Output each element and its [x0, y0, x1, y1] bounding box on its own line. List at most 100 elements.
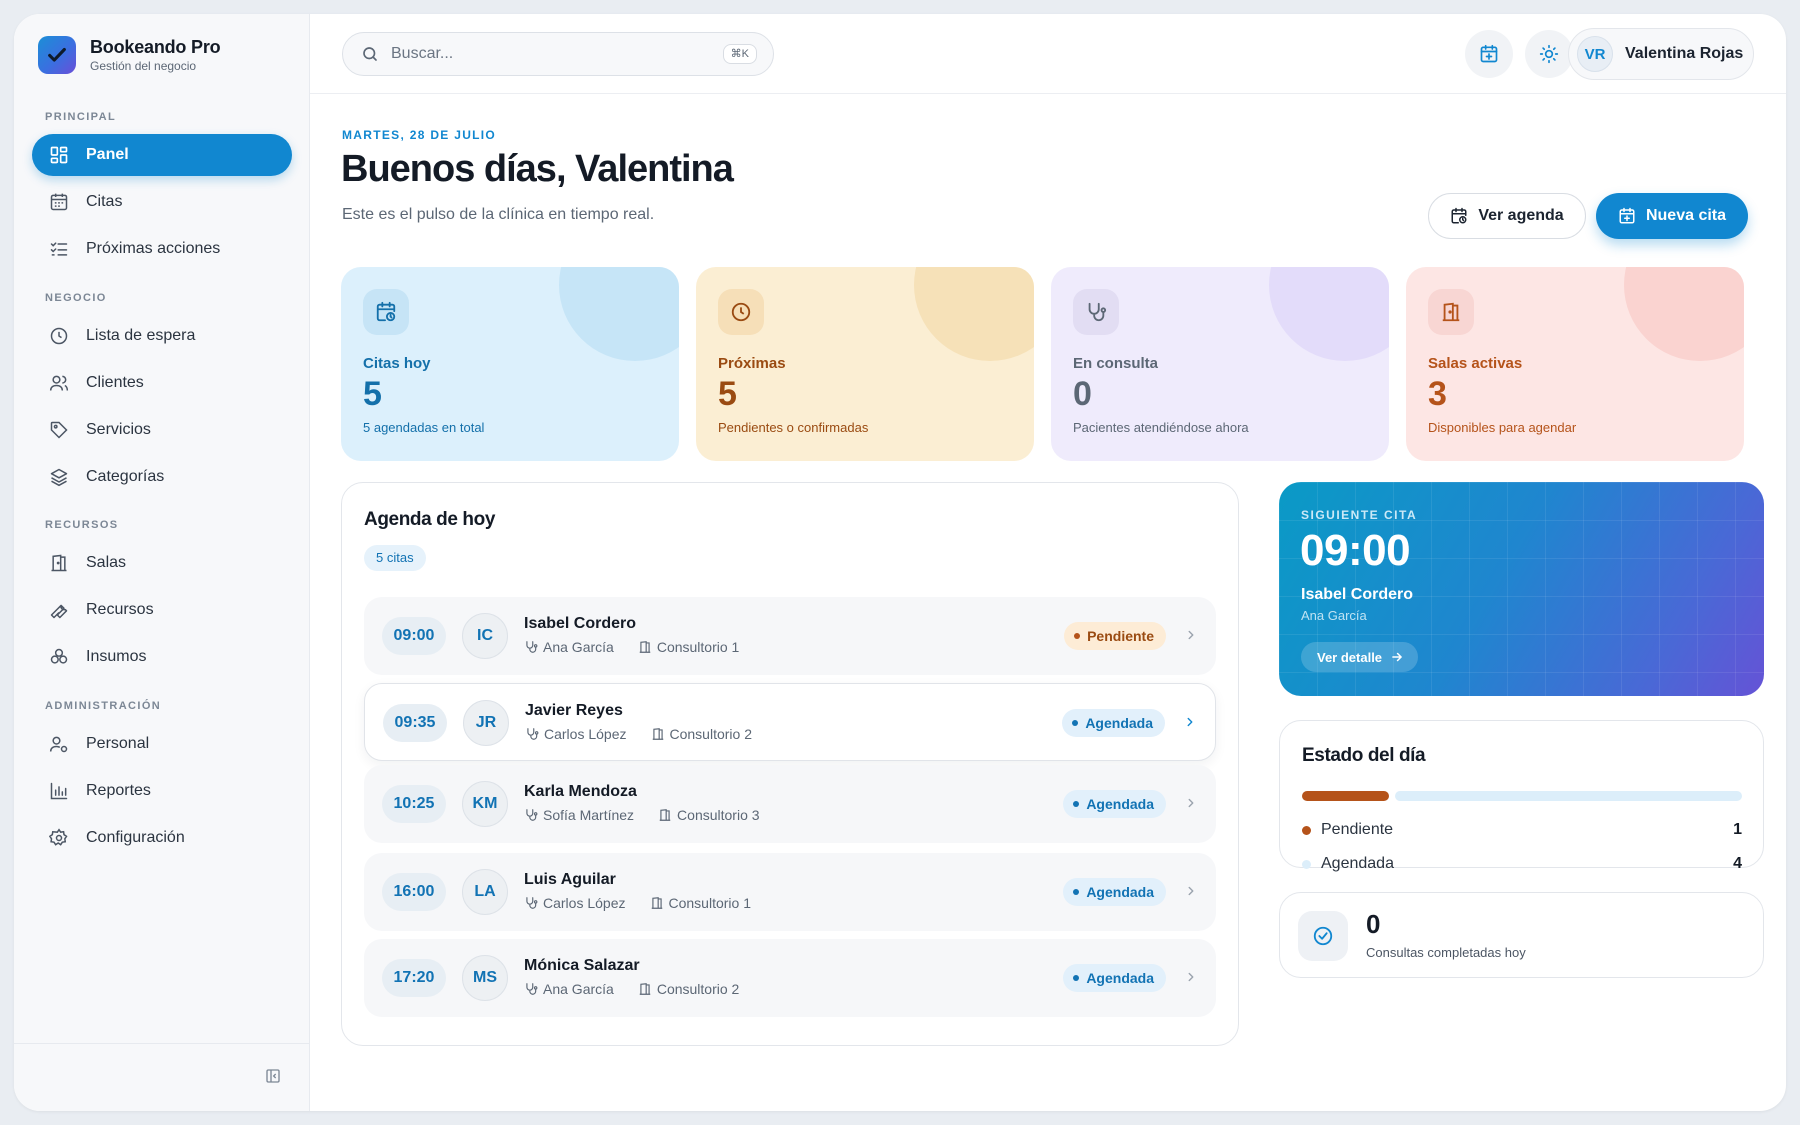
appointment-row[interactable]: 10:25 KM Karla Mendoza Sofía Martínez Consul…: [364, 765, 1216, 843]
stat-note: Disponibles para agendar: [1428, 420, 1577, 435]
user-menu[interactable]: VR Valentina Rojas: [1568, 28, 1754, 80]
sidebar-item-configuracion[interactable]: Configuración: [32, 817, 292, 859]
sidebar-item-servicios[interactable]: Servicios: [32, 409, 292, 451]
view-agenda-button[interactable]: Ver agenda: [1428, 193, 1586, 239]
sidebar-item-personal[interactable]: Personal: [32, 723, 292, 765]
appointment-time: 17:20: [382, 959, 446, 997]
avatar: VR: [1577, 36, 1613, 72]
stat-label: Próximas: [718, 355, 786, 372]
appointment-meta: Carlos López Consultorio 1: [524, 895, 751, 911]
stat-label: Salas activas: [1428, 355, 1523, 372]
theme-toggle-button[interactable]: [1525, 30, 1573, 78]
door-icon: [1428, 289, 1474, 335]
status-badge: Agendada: [1063, 878, 1166, 906]
grid-icon: [48, 144, 70, 166]
collapse-sidebar-icon[interactable]: [265, 1068, 281, 1089]
next-appointment-patient: Isabel Cordero: [1301, 586, 1414, 603]
day-status-card: Estado del día Pendiente 1 Agendada 4: [1279, 720, 1764, 872]
status-text: Pendiente: [1087, 628, 1154, 644]
stat-card-proximas[interactable]: Próximas 5 Pendientes o confirmadas: [696, 267, 1034, 461]
view-detail-button[interactable]: Ver detalle: [1301, 642, 1419, 672]
door-icon: [650, 896, 664, 910]
appointment-row[interactable]: 09:00 IC Isabel Cordero Ana García Consultor…: [364, 597, 1216, 675]
appointment-meta: Sofía Martínez Consultorio 3: [524, 807, 760, 823]
status-dot: [1302, 825, 1311, 835]
staff-name: Carlos López: [543, 895, 626, 911]
chevron-right-icon[interactable]: [1184, 796, 1198, 815]
patient-name: Luis Aguilar: [524, 871, 616, 888]
brand-logo-icon: [38, 36, 76, 74]
appointment-meta: Carlos López Consultorio 2: [525, 726, 752, 742]
status-progress-bar: [1302, 791, 1742, 801]
search-input[interactable]: [391, 45, 691, 63]
status-text: Agendada: [1086, 796, 1154, 812]
sidebar-item-label: Panel: [86, 146, 129, 163]
avatar: MS: [462, 955, 508, 1001]
next-appointment-staff: Ana García: [1301, 608, 1367, 623]
stethoscope-icon: [525, 727, 539, 741]
sidebar-item-salas[interactable]: Salas: [32, 542, 292, 584]
room-name: Consultorio 1: [668, 895, 752, 911]
chevron-right-icon[interactable]: [1184, 970, 1198, 989]
appointment-meta: Ana García Consultorio 1: [524, 639, 739, 655]
stat-card-salas-activas[interactable]: Salas activas 3 Disponibles para agendar: [1406, 267, 1744, 461]
brand[interactable]: Bookeando Pro Gestión del negocio: [38, 36, 221, 74]
gear-icon: [48, 827, 70, 849]
appointment-row[interactable]: 09:35 JR Javier Reyes Carlos López Consultor…: [364, 683, 1216, 761]
new-appointment-button[interactable]: Nueva cita: [1596, 193, 1748, 239]
stat-card-en-consulta[interactable]: En consulta 0 Pacientes atendiéndose aho…: [1051, 267, 1389, 461]
door-icon: [48, 552, 70, 574]
appointment-row[interactable]: 17:20 MS Mónica Salazar Ana García Consultor…: [364, 939, 1216, 1017]
chevron-right-icon[interactable]: [1184, 884, 1198, 903]
calendar-clock-icon: [363, 289, 409, 335]
sidebar-item-recursos[interactable]: Recursos: [32, 589, 292, 631]
status-badge: Agendada: [1063, 964, 1166, 992]
status-text: Agendada: [1085, 715, 1153, 731]
new-appointment-label: Nueva cita: [1645, 207, 1727, 224]
status-dot: [1073, 889, 1080, 895]
stat-card-citas-hoy[interactable]: Citas hoy 5 5 agendadas en total: [341, 267, 679, 461]
appointment-meta: Ana García Consultorio 2: [524, 981, 739, 997]
stat-note: 5 agendadas en total: [363, 420, 485, 435]
door-icon: [638, 982, 652, 996]
chevron-right-icon[interactable]: [1183, 715, 1197, 734]
room-name: Consultorio 3: [677, 807, 760, 823]
decorative-circle: [914, 267, 1034, 361]
calendar-clock-icon: [1450, 207, 1468, 225]
chevron-right-icon[interactable]: [1184, 628, 1198, 647]
agenda-count-badge: 5 citas: [364, 545, 426, 571]
appointment-time: 09:00: [382, 617, 446, 655]
grid-pattern: [1279, 482, 1764, 696]
search-icon: [361, 45, 379, 63]
avatar: JR: [463, 700, 509, 746]
sidebar-item-panel[interactable]: Panel: [32, 134, 292, 176]
door-icon: [651, 727, 665, 741]
stethoscope-icon: [524, 808, 538, 822]
quick-add-appointment-button[interactable]: [1465, 30, 1513, 78]
section-title-negocio: NEGOCIO: [45, 292, 107, 304]
sidebar-item-label: Citas: [86, 193, 123, 210]
stat-note: Pacientes atendiéndose ahora: [1073, 420, 1249, 435]
stethoscope-icon: [524, 982, 538, 996]
appointment-row[interactable]: 16:00 LA Luis Aguilar Carlos López Consultor…: [364, 853, 1216, 931]
tag-icon: [48, 419, 70, 441]
check-circle-icon: [1298, 911, 1348, 961]
user-cog-icon: [48, 733, 70, 755]
sidebar-item-proximas-acciones[interactable]: Próximas acciones: [32, 228, 292, 270]
decorative-circle: [1624, 267, 1744, 361]
sidebar-item-label: Próximas acciones: [86, 240, 221, 257]
brand-name: Bookeando Pro: [90, 37, 221, 57]
stat-value: 3: [1428, 375, 1447, 413]
sidebar-item-citas[interactable]: Citas: [32, 181, 292, 223]
sidebar-item-reportes[interactable]: Reportes: [32, 770, 292, 812]
search-box[interactable]: ⌘K: [342, 32, 774, 76]
completed-consultations-card: 0 Consultas completadas hoy: [1279, 892, 1764, 978]
stat-label: En consulta: [1073, 355, 1159, 372]
page-subtitle: Este es el pulso de la clínica en tiempo…: [342, 206, 655, 223]
sidebar-item-categorias[interactable]: Categorías: [32, 456, 292, 498]
sidebar-item-insumos[interactable]: Insumos: [32, 636, 292, 678]
sidebar-item-lista-de-espera[interactable]: Lista de espera: [32, 315, 292, 357]
sidebar-item-clientes[interactable]: Clientes: [32, 362, 292, 404]
stethoscope-icon: [524, 896, 538, 910]
sun-icon: [1539, 44, 1559, 64]
